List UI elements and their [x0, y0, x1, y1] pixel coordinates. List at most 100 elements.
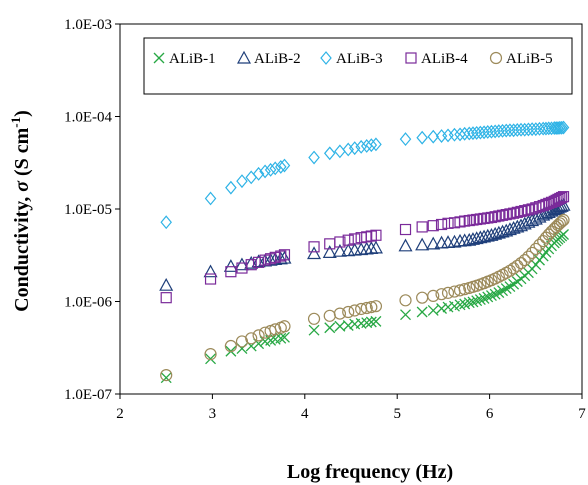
marker-stroke — [400, 309, 411, 321]
marker-stroke — [467, 296, 479, 308]
data-point — [540, 121, 552, 136]
marker-stroke — [342, 320, 354, 331]
data-point — [365, 138, 378, 153]
marker-stroke — [324, 322, 336, 334]
series-ALiB-2 — [159, 197, 571, 291]
marker-stroke — [463, 297, 475, 309]
plot-layer — [159, 120, 571, 384]
data-point — [160, 292, 172, 304]
data-point — [225, 266, 237, 278]
marker-stroke — [493, 287, 505, 298]
y-axis-title-unit: (S cm — [11, 127, 33, 181]
legend-label: ALiB-5 — [506, 51, 553, 67]
y-axis-title-exp: -1 — [8, 117, 23, 128]
data-point — [160, 372, 172, 384]
legend-label: ALiB-3 — [336, 51, 383, 67]
data-point — [308, 150, 320, 165]
data-point — [349, 233, 361, 245]
data-point — [533, 121, 546, 136]
y-axis-title-close: ) — [11, 110, 33, 117]
data-point — [441, 286, 455, 299]
data-point — [322, 245, 337, 258]
data-point — [203, 264, 218, 278]
data-point — [236, 174, 248, 189]
data-point — [435, 218, 448, 231]
data-point — [278, 249, 291, 261]
data-point — [204, 273, 217, 285]
data-point — [332, 243, 347, 257]
data-point — [518, 254, 531, 267]
data-point — [500, 283, 512, 295]
legend-marker-ALiB-4 — [405, 52, 417, 64]
data-point — [416, 306, 428, 318]
data-point — [342, 234, 354, 246]
data-point — [269, 161, 282, 176]
data-point — [556, 191, 568, 204]
data-point — [308, 324, 320, 336]
data-point — [442, 217, 454, 229]
data-point — [493, 210, 505, 222]
data-point — [526, 246, 539, 260]
data-point — [275, 250, 287, 262]
data-point — [323, 309, 336, 322]
marker-stroke — [279, 331, 290, 343]
marker-stroke — [153, 52, 165, 64]
marker-stroke — [265, 334, 277, 346]
data-point — [235, 335, 249, 348]
data-point — [223, 259, 238, 272]
data-point — [500, 208, 512, 221]
marker-stroke — [558, 229, 569, 240]
marker-stroke — [500, 283, 512, 295]
data-point — [526, 203, 538, 215]
data-point — [416, 221, 428, 233]
data-point — [478, 292, 490, 304]
data-point — [234, 257, 249, 271]
data-point — [485, 290, 497, 301]
data-point — [323, 146, 336, 161]
data-point — [555, 215, 568, 228]
y-tick-label: 1.0E-06 — [64, 295, 112, 311]
data-point — [365, 300, 378, 314]
y-tick-label: 1.0E-04 — [64, 110, 112, 126]
data-point — [511, 123, 524, 137]
data-point — [533, 201, 546, 213]
data-point — [368, 240, 383, 254]
data-point — [474, 294, 486, 305]
marker-stroke — [427, 305, 439, 316]
data-point — [205, 353, 217, 365]
data-point — [307, 246, 322, 260]
marker-stroke — [471, 295, 483, 307]
x-tick-label: 3 — [209, 406, 217, 422]
y-axis-title: Conductivity, σ (S cm-1) — [8, 110, 33, 312]
marker-stroke — [361, 317, 373, 329]
data-point — [370, 137, 382, 152]
legend: ALiB-1 ALiB-2 ALiB-3 ALiB-4 ALiB-5 — [143, 37, 573, 95]
data-point — [519, 205, 531, 217]
x-tick-label: 7 — [578, 406, 586, 422]
data-point — [485, 211, 498, 224]
data-point — [555, 120, 568, 135]
data-point — [416, 130, 428, 145]
data-point — [453, 284, 467, 297]
data-point — [369, 300, 383, 313]
data-point — [471, 295, 483, 307]
data-point — [355, 139, 367, 154]
data-point — [448, 127, 461, 142]
data-point — [307, 312, 321, 325]
data-point — [268, 252, 283, 266]
data-point — [532, 209, 547, 223]
data-point — [259, 164, 271, 179]
data-point — [269, 323, 282, 336]
data-point — [529, 242, 542, 256]
data-point — [278, 158, 291, 173]
data-point — [489, 211, 501, 223]
data-point — [342, 305, 355, 319]
x-tick-label: 6 — [486, 406, 494, 422]
data-point — [159, 277, 174, 291]
data-point — [427, 220, 439, 232]
marker-stroke — [485, 290, 497, 301]
data-point — [427, 305, 439, 316]
data-point — [399, 132, 412, 147]
marker-stroke — [478, 292, 490, 304]
data-point — [258, 253, 273, 267]
